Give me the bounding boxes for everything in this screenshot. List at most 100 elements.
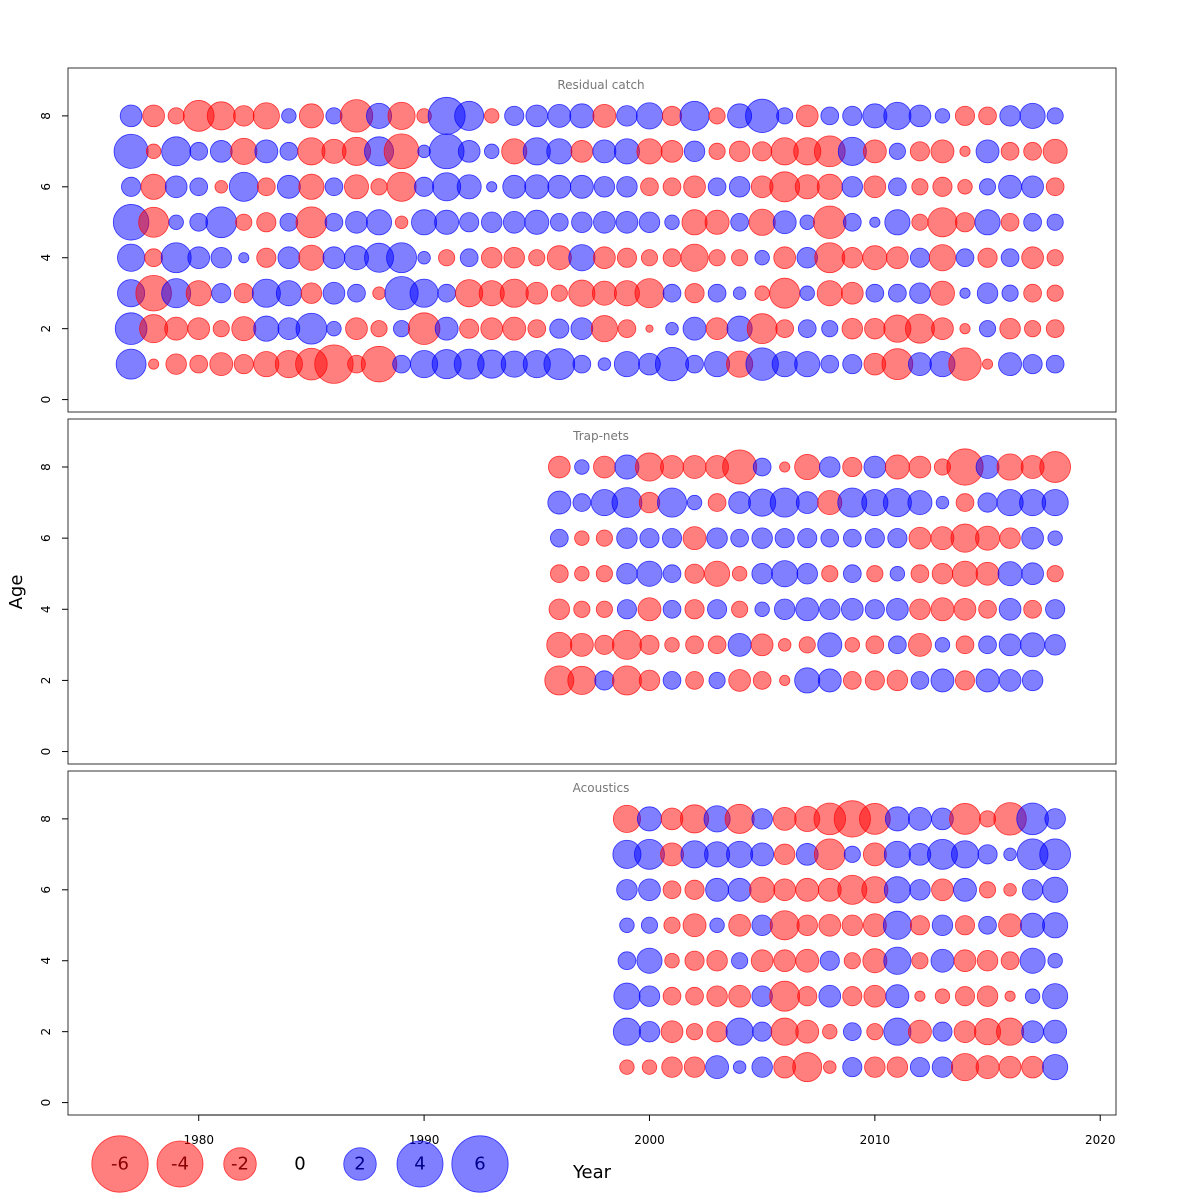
residual-bubble xyxy=(864,670,885,691)
residual-bubble xyxy=(345,317,368,340)
residual-bubble xyxy=(799,285,815,301)
residual-bubble xyxy=(909,282,931,304)
residual-bubble xyxy=(731,249,749,267)
residual-bubble xyxy=(1001,284,1019,302)
residual-bubble xyxy=(1021,175,1044,199)
residual-bubble xyxy=(683,175,706,199)
residual-bubble xyxy=(841,247,863,269)
residual-bubble xyxy=(326,320,342,337)
residual-bubble xyxy=(233,283,254,304)
residual-bubble xyxy=(797,986,818,1007)
residual-bubble xyxy=(953,949,977,973)
residual-bubble xyxy=(616,105,638,127)
residual-bubble xyxy=(750,633,774,657)
panel-1: Trap-nets 0 2 4 6 8 xyxy=(39,418,1117,765)
residual-bubble xyxy=(974,209,1001,236)
residual-bubble xyxy=(1044,634,1066,656)
residual-bubble xyxy=(955,248,975,268)
residual-bubble xyxy=(754,601,770,617)
residual-bubble xyxy=(593,210,616,234)
residual-bubble xyxy=(662,599,682,619)
residual-bubble xyxy=(996,1017,1025,1046)
legend-item: 2 xyxy=(343,1147,377,1181)
residual-bubble xyxy=(684,950,705,971)
residual-bubble xyxy=(231,316,257,342)
residual-bubble xyxy=(189,212,209,232)
panel-frame xyxy=(67,67,1117,413)
residual-bubble xyxy=(257,177,276,197)
residual-bubble xyxy=(911,178,929,196)
residual-bubble xyxy=(706,985,728,1007)
residual-bubble xyxy=(837,136,867,166)
residual-bubble xyxy=(372,286,386,300)
residual-bubble xyxy=(611,629,642,660)
residual-bubble xyxy=(843,952,861,970)
residual-bubble xyxy=(998,913,1022,938)
residual-bubble xyxy=(593,455,616,479)
legend-label: 6 xyxy=(474,1154,485,1175)
residual-bubble xyxy=(797,528,818,549)
residual-bubble xyxy=(370,178,388,196)
residual-bubble xyxy=(727,632,752,657)
residual-bubble xyxy=(814,242,846,274)
residual-bubble xyxy=(113,133,149,169)
residual-bubble xyxy=(522,137,551,166)
residual-bubble xyxy=(144,248,163,268)
residual-bubble xyxy=(1000,212,1020,232)
residual-bubble xyxy=(955,493,975,512)
residual-bubble xyxy=(160,242,192,274)
residual-bubble xyxy=(862,913,887,938)
legend-bubble xyxy=(223,1147,257,1181)
residual-bubble xyxy=(820,106,840,126)
residual-bubble xyxy=(773,949,797,973)
residual-bubble xyxy=(1042,876,1069,903)
residual-bubble xyxy=(1047,953,1063,969)
residual-bubble xyxy=(706,527,728,549)
residual-bubble xyxy=(748,208,776,236)
residual-bubble xyxy=(638,985,661,1007)
residual-bubble xyxy=(411,209,438,236)
residual-bubble xyxy=(568,244,596,272)
residual-bubble xyxy=(843,1022,862,1041)
legend-item: -2 xyxy=(223,1147,257,1181)
residual-bubble xyxy=(595,529,613,547)
residual-bubble xyxy=(978,635,997,655)
residual-bubble xyxy=(935,495,950,510)
residual-bubble xyxy=(820,528,840,548)
residual-bubble xyxy=(324,212,344,232)
residual-bubble xyxy=(934,637,951,653)
residual-bubble xyxy=(844,637,860,653)
residual-bubble xyxy=(682,455,707,479)
residual-bubble xyxy=(843,671,862,690)
residual-bubble xyxy=(773,246,797,270)
residual-bubble xyxy=(819,456,841,478)
residual-bubble xyxy=(725,1017,754,1046)
residual-bubble xyxy=(612,1017,641,1046)
residual-bubble xyxy=(686,1023,704,1041)
residual-bubble xyxy=(1045,319,1065,338)
residual-bubble xyxy=(932,1021,953,1042)
residual-bubble xyxy=(459,318,480,339)
residual-bubble xyxy=(595,565,613,583)
residual-bubble xyxy=(888,142,906,160)
residual-bubble xyxy=(866,1023,884,1041)
residual-bubble xyxy=(772,210,797,235)
residual-bubble xyxy=(887,528,908,549)
residual-bubble xyxy=(454,100,485,131)
residual-bubble xyxy=(773,878,797,902)
residual-bubble xyxy=(818,913,842,937)
residual-bubble xyxy=(750,949,774,973)
residual-bubble xyxy=(819,950,840,971)
residual-bubble xyxy=(386,242,417,274)
residual-bubble xyxy=(728,140,751,163)
residual-bubble xyxy=(862,139,887,164)
residual-bubble xyxy=(681,209,708,236)
residual-bubble xyxy=(685,635,704,655)
residual-bubble xyxy=(432,172,462,202)
x-axis: 1980 1990 2000 2010 2020 xyxy=(183,1114,1115,1147)
residual-bubble xyxy=(888,177,907,197)
residual-bubble xyxy=(795,597,820,622)
residual-bubble xyxy=(597,357,612,371)
residual-bubble xyxy=(547,103,572,128)
residual-bubble xyxy=(593,246,616,270)
